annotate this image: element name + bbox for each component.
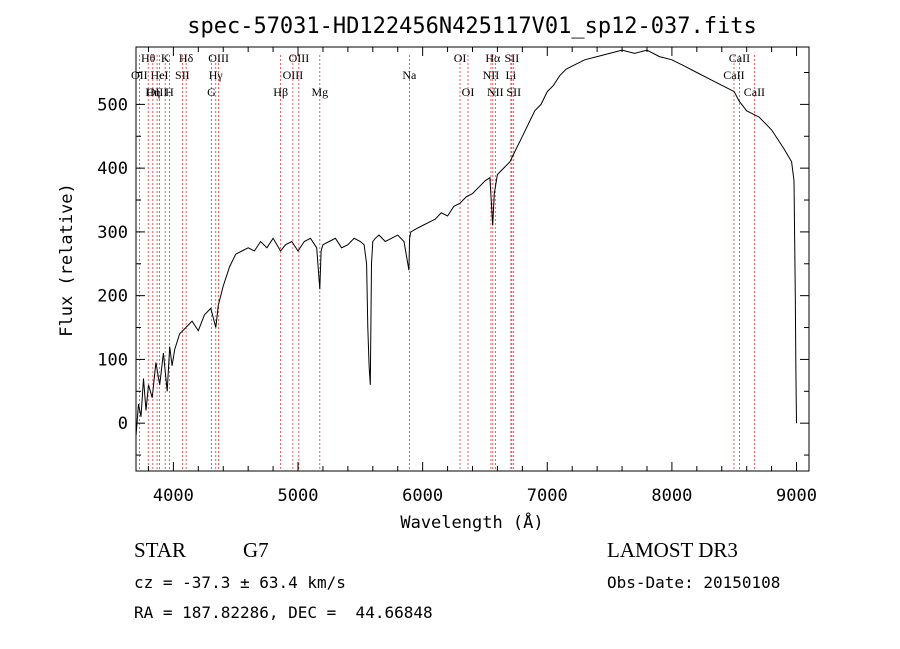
line-label: Hη: [145, 85, 160, 99]
line-label: Hγ: [209, 68, 224, 82]
line-label: SII: [505, 51, 520, 65]
y-axis: 0 100 200 300 400 500: [97, 72, 809, 456]
line-label: SII: [175, 68, 190, 82]
line-label: Mg: [311, 85, 328, 99]
line-label: CaII: [723, 68, 744, 82]
y-tick-label: 400: [97, 159, 128, 179]
line-label: OIII: [289, 51, 310, 65]
y-tick-label: 200: [97, 287, 128, 307]
redshift-text: cz = -37.3 ± 63.4 km/s: [134, 573, 346, 592]
survey-name: LAMOST DR3: [607, 538, 738, 562]
line-label: OIII: [283, 68, 304, 82]
x-tick-label: 7000: [527, 486, 568, 506]
line-label: NII: [487, 85, 504, 99]
line-label: Li: [506, 68, 517, 82]
line-label: SII: [506, 85, 521, 99]
line-label: K: [161, 51, 170, 65]
line-label: OIII: [208, 51, 229, 65]
line-label: G: [207, 85, 216, 99]
y-tick-label: 500: [97, 95, 128, 115]
x-tick-label: 6000: [402, 486, 443, 506]
line-label: CaII: [729, 51, 750, 65]
line-label: Hα: [485, 51, 501, 65]
y-tick-label: 100: [97, 350, 128, 370]
x-tick-label: 4000: [153, 486, 194, 506]
line-label: OIII: [147, 85, 168, 99]
line-label: H: [165, 85, 174, 99]
line-label: Hβ: [273, 85, 288, 99]
line-label: Hθ: [141, 51, 156, 65]
chart-title: spec-57031-HD122456N425117V01_sp12-037.f…: [187, 14, 757, 39]
obs-date: Obs-Date: 20150108: [607, 573, 781, 592]
subclass: G7: [243, 538, 269, 562]
line-label: NII: [483, 68, 500, 82]
plot-frame: [135, 46, 810, 472]
y-axis-label: Flux (relative): [57, 183, 77, 337]
x-tick-label: 5000: [278, 486, 319, 506]
x-axis-label: Wavelength (Å): [400, 511, 543, 533]
line-label: Na: [402, 68, 417, 82]
line-label: CaII: [744, 85, 765, 99]
coordinates-text: RA = 187.82286, DEC = 44.66848: [134, 603, 433, 622]
line-label: HeI: [151, 68, 169, 82]
line-label: OI: [454, 51, 467, 65]
object-class: STAR: [134, 538, 186, 562]
x-tick-label: 9000: [776, 486, 817, 506]
x-axis: 4000 5000 6000 7000 8000 9000: [147, 47, 817, 506]
y-tick-label: 300: [97, 223, 128, 243]
x-tick-label: 8000: [651, 486, 692, 506]
line-label: OI: [462, 85, 475, 99]
y-tick-label: 0: [118, 414, 128, 434]
line-label: OII: [131, 68, 148, 82]
spectrum-line: [135, 49, 797, 436]
line-label: Hδ: [179, 51, 194, 65]
